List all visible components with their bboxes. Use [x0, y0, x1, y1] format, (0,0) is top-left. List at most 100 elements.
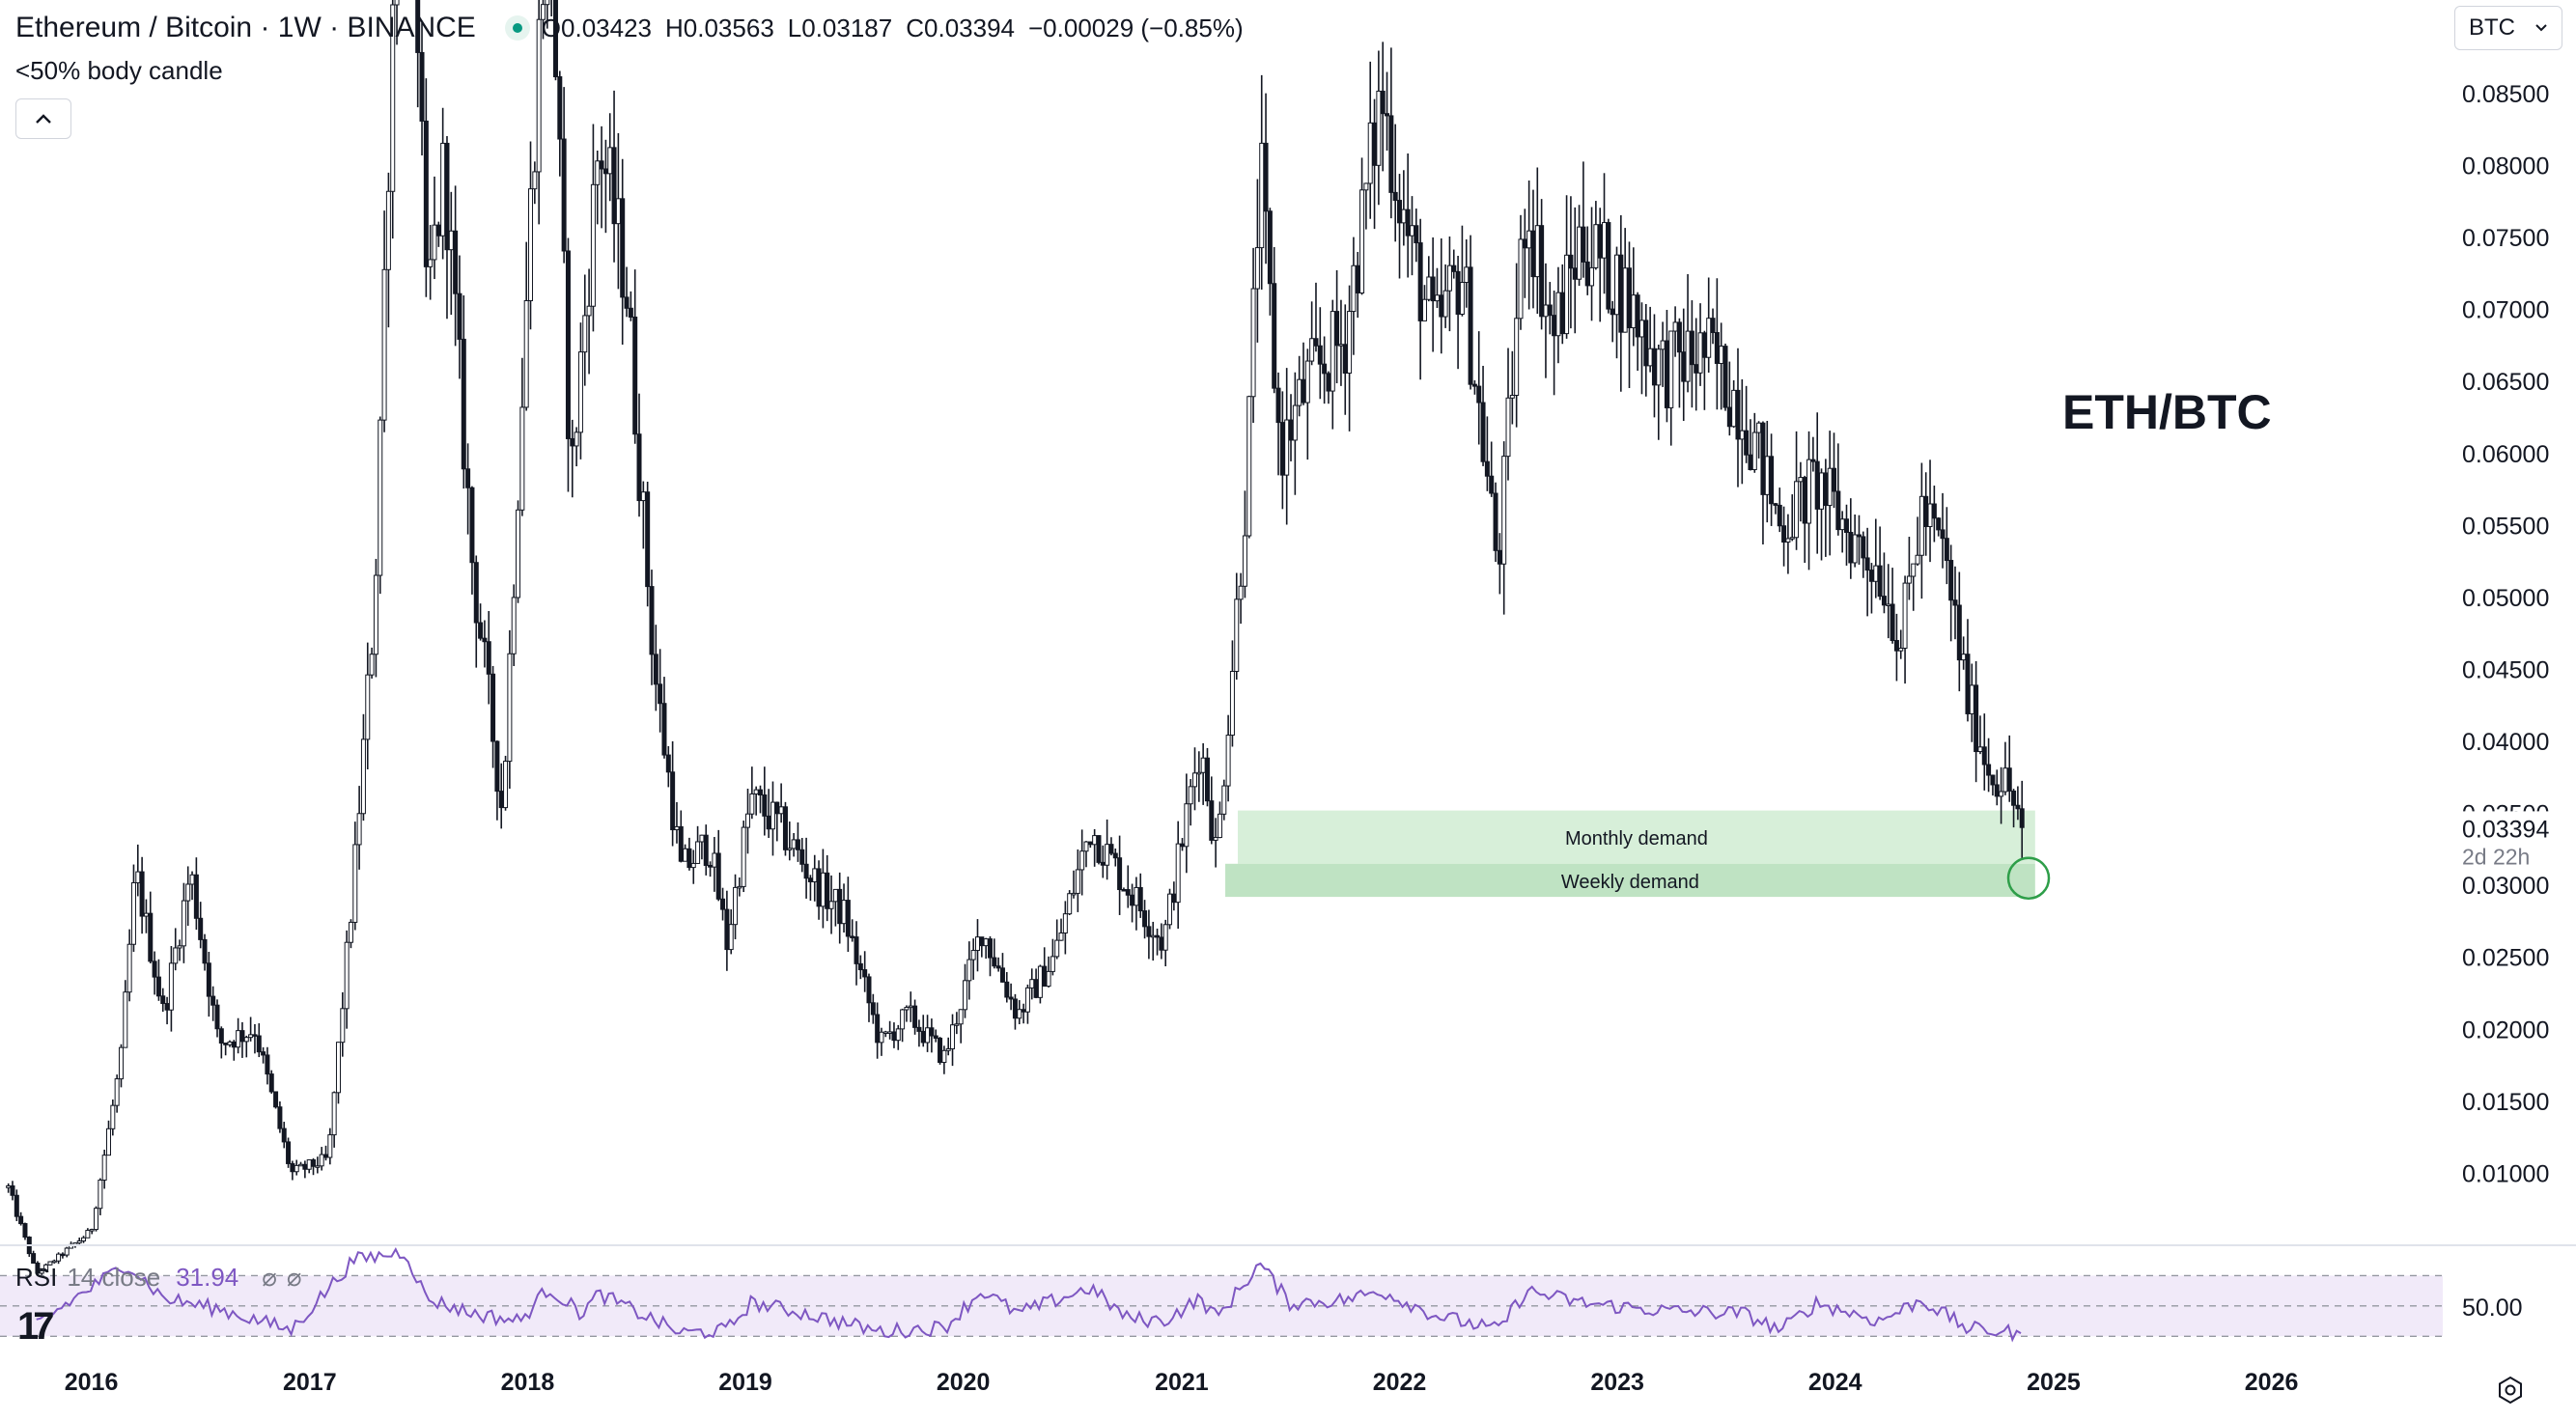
candle-body: [369, 654, 375, 676]
market-status-icon[interactable]: [504, 15, 530, 41]
candle-body: [14, 1194, 19, 1217]
candle-body: [1994, 784, 2000, 797]
tradingview-logo-icon[interactable]: 17: [17, 1305, 54, 1348]
candle-body: [302, 1163, 308, 1170]
candle-body: [1572, 267, 1578, 280]
candle-body: [51, 1260, 57, 1264]
candle-body: [954, 1023, 960, 1026]
indicator-label[interactable]: <50% body candle: [15, 56, 223, 85]
symbol-title[interactable]: Ethereum / Bitcoin · 1W · BINANCE: [15, 12, 476, 43]
candle-body: [1476, 385, 1482, 404]
candle-body: [825, 872, 830, 909]
candle-body: [1304, 360, 1310, 404]
candle-body: [995, 965, 1001, 969]
candle-body: [39, 1269, 44, 1274]
candle-body: [1961, 654, 1967, 661]
candle-body: [1459, 282, 1465, 315]
price-tick-label: 0.04000: [2462, 729, 2549, 756]
time-tick-label: 2025: [2027, 1369, 2081, 1396]
rsi-name[interactable]: RSI: [15, 1263, 58, 1292]
marker-circle: [2006, 856, 2051, 900]
candle-body: [273, 1091, 279, 1108]
gear-icon[interactable]: [2495, 1375, 2526, 1406]
candle-body: [440, 142, 446, 237]
rsi-empty-icon-2: ⌀: [286, 1263, 302, 1292]
price-tick-label: 0.08500: [2462, 81, 2549, 108]
candle-body: [686, 848, 692, 869]
candle-body: [1756, 422, 1762, 433]
candle-body: [98, 1179, 103, 1210]
ohlc-change: −0.00029 (−0.85%): [1028, 13, 1244, 42]
candle-body: [135, 871, 141, 883]
candle-body: [6, 1184, 12, 1188]
candle-body: [766, 815, 771, 830]
candle-body: [516, 509, 521, 599]
candle-body: [503, 761, 509, 809]
candle-body: [1392, 191, 1398, 202]
candle-body: [1167, 893, 1173, 926]
candle-body: [963, 980, 968, 1011]
demand-zone-label: Monthly demand: [1565, 828, 1708, 849]
candle-body: [1631, 294, 1637, 329]
candle-body: [1330, 311, 1335, 392]
candle-body: [1610, 308, 1615, 316]
rsi-line: [36, 1246, 2022, 1343]
currency-value: BTC: [2469, 14, 2515, 41]
candle-body: [661, 703, 667, 756]
candle-body: [155, 976, 161, 997]
candle-body: [89, 1229, 95, 1232]
candle-body: [1234, 599, 1240, 672]
candle-body: [319, 1154, 324, 1167]
candle-body: [428, 259, 434, 267]
candle-body: [1155, 934, 1161, 938]
demand-zone[interactable]: [1237, 810, 2035, 864]
ohlc-readout: O0.03423 H0.03563 L0.03187 C0.03394 −0.00029…: [542, 14, 1257, 43]
candle-body: [577, 351, 583, 433]
candle-body: [1497, 549, 1502, 565]
candle-body: [378, 419, 383, 576]
time-tick-label: 2024: [1808, 1369, 1862, 1396]
candle-body: [1614, 254, 1620, 316]
candle-body: [1150, 934, 1156, 938]
candle-body: [1584, 261, 1590, 287]
price-tick-label: 0.01000: [2462, 1160, 2549, 1187]
candle-body: [632, 316, 638, 435]
currency-selector[interactable]: BTC: [2454, 6, 2562, 50]
candle-body: [1622, 267, 1628, 333]
time-tick-label: 2016: [65, 1369, 119, 1396]
candle-body: [1827, 467, 1833, 507]
price-tick-label: 0.06000: [2462, 441, 2549, 468]
candle-body: [1024, 987, 1030, 1013]
candle-body: [1948, 560, 1954, 601]
candle-body: [1125, 889, 1131, 896]
last-price-tag: [2452, 811, 2574, 868]
candle-body: [10, 1184, 15, 1196]
candle-body: [970, 950, 976, 961]
chevron-down-icon: [2535, 24, 2547, 32]
collapse-legend-button[interactable]: [15, 98, 71, 139]
candle-body: [582, 315, 588, 353]
candle-body: [419, 51, 425, 122]
candle-body: [1204, 757, 1210, 802]
candle-body: [101, 1155, 107, 1181]
candle-body: [1493, 492, 1498, 551]
candle-body: [1355, 265, 1360, 293]
candle-body: [882, 1031, 888, 1035]
candle-body: [724, 908, 730, 951]
candle-body: [1480, 402, 1486, 462]
candle-body: [1075, 869, 1080, 894]
candle-body: [444, 142, 450, 251]
candle-body: [511, 597, 517, 654]
demand-zone[interactable]: [1225, 863, 2035, 898]
candle-body: [799, 849, 805, 865]
candle-body: [1643, 320, 1649, 367]
demand-zone-label: Weekly demand: [1561, 872, 1699, 893]
candle-body: [168, 962, 174, 1011]
candle-body: [1965, 654, 1971, 714]
candle-body: [231, 1041, 237, 1048]
candle-body: [1974, 684, 1979, 753]
candle-body: [670, 771, 676, 831]
candle-body: [695, 841, 701, 864]
